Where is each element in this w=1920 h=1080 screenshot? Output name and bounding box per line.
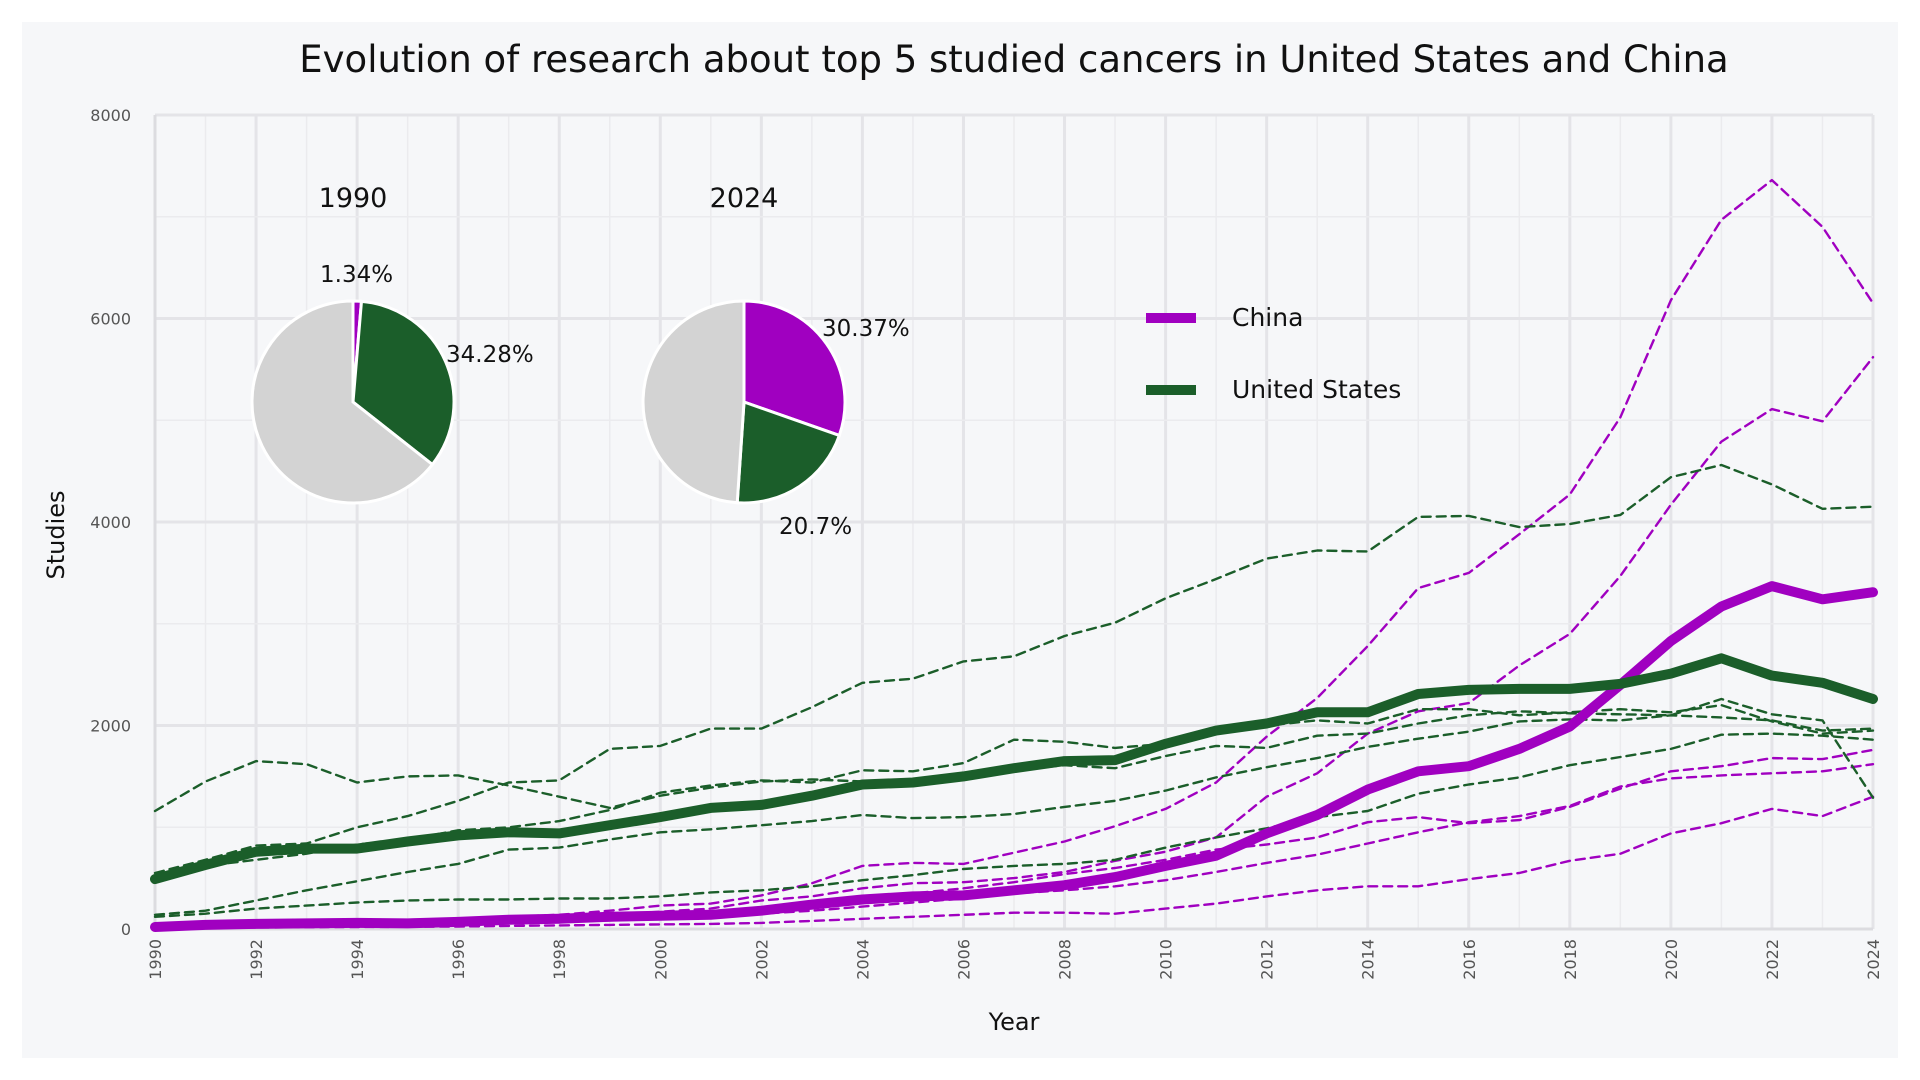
y-tick-label: 6000 [90,310,131,329]
series-line-united-states-dashed [153,714,1875,916]
pie-slice-label: 20.7% [779,514,852,540]
x-tick-label: 2010 [1157,939,1176,980]
pie-slice-united-states [735,399,842,505]
x-tick-label: 1994 [348,939,367,980]
pie-title: 1990 [319,183,388,214]
x-tick-label: 2014 [1359,939,1378,980]
pie-slice-other [250,299,435,505]
y-tick-label: 2000 [90,717,131,736]
pie-slice-other [641,299,746,505]
y-tick-label: 8000 [90,106,131,125]
x-tick-label: 2016 [1460,939,1479,980]
x-tick-labels: 1990 1992 1994 1996 1998 2000 2002 2004 2006 2008… [146,939,1883,980]
series-line-united-states [150,653,1878,885]
pie-charts: 1.34% 34.28% 1990 30.37% 20.7% 2024 [250,183,910,540]
pie-slice-label: 34.28% [446,342,534,368]
series-lines [150,178,1878,932]
pie-slice-china [742,299,847,438]
x-tick-label: 2012 [1258,939,1277,980]
x-tick-label: 2024 [1864,939,1883,980]
grid [153,113,1875,931]
y-tick-label: 0 [121,920,131,939]
x-axis-label: Year [988,1008,1040,1036]
legend-label: China [1232,303,1303,332]
x-tick-label: 2018 [1561,939,1580,980]
series-line-united-states-dashed [153,463,1875,875]
legend: China United States [1146,303,1401,404]
y-tick-labels: 0 2000 4000 6000 8000 [90,106,131,939]
pie-title: 2024 [710,183,779,214]
x-tick-label: 1992 [247,939,266,980]
series-line-united-states-dashed [153,732,1875,918]
x-tick-label: 1996 [449,939,468,980]
chart-title: Evolution of research about top 5 studie… [299,38,1728,81]
x-tick-label: 2006 [954,939,973,980]
pie-slice-united-states [351,299,456,467]
x-tick-label: 1998 [550,939,569,980]
legend-label: United States [1232,375,1401,404]
pie-slice-label: 30.37% [822,316,910,342]
x-tick-label: 2002 [752,939,771,980]
y-tick-label: 4000 [90,513,131,532]
x-tick-label: 2004 [853,939,872,980]
axes [153,115,1873,931]
x-tick-label: 1990 [146,939,165,980]
x-tick-label: 2020 [1662,939,1681,980]
series-line-china [150,581,1878,932]
pie-slice-label: 1.34% [320,262,393,288]
x-tick-label: 2008 [1056,939,1075,980]
x-tick-label: 2000 [651,939,670,980]
y-axis-label: Studies [42,490,70,579]
x-tick-label: 2022 [1763,939,1782,980]
